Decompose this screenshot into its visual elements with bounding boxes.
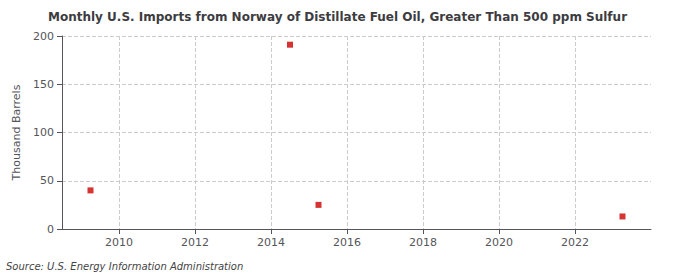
svg-text:2014: 2014 <box>257 236 285 249</box>
svg-text:200: 200 <box>33 30 54 43</box>
svg-text:2020: 2020 <box>485 236 513 249</box>
svg-text:Thousand Barrels: Thousand Barrels <box>10 84 23 181</box>
svg-text:100: 100 <box>33 126 54 139</box>
svg-text:50: 50 <box>40 174 54 187</box>
svg-text:2018: 2018 <box>409 236 437 249</box>
svg-text:2012: 2012 <box>181 236 209 249</box>
svg-text:Monthly U.S. Imports from Norw: Monthly U.S. Imports from Norway of Dist… <box>48 10 627 24</box>
svg-text:150: 150 <box>33 78 54 91</box>
svg-text:2022: 2022 <box>561 236 589 249</box>
svg-text:0: 0 <box>47 223 54 236</box>
svg-text:2016: 2016 <box>333 236 361 249</box>
svg-text:Source: U.S. Energy Informatio: Source: U.S. Energy Information Administ… <box>6 261 243 272</box>
svg-text:2010: 2010 <box>105 236 133 249</box>
